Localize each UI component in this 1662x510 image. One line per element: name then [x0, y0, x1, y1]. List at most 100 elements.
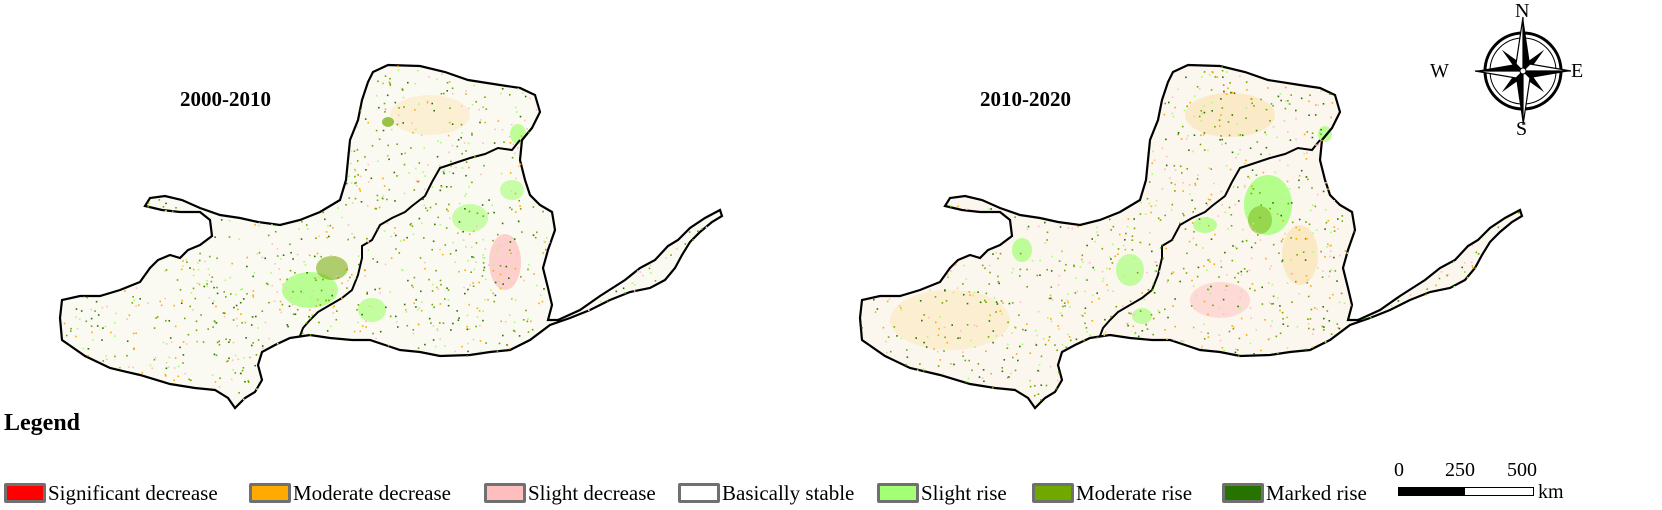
- speckle-pixel: [270, 272, 272, 274]
- speckle-pixel: [1471, 265, 1474, 267]
- speckle-pixel: [1012, 267, 1015, 270]
- speckle-pixel: [1232, 245, 1234, 247]
- speckle-pixel: [1165, 164, 1168, 167]
- speckle-pixel: [1211, 101, 1214, 104]
- speckle-pixel: [1264, 319, 1266, 321]
- speckle-pixel: [1220, 190, 1223, 193]
- speckle-pixel: [947, 274, 949, 276]
- speckle-pixel: [450, 329, 452, 331]
- speckle-pixel: [443, 169, 445, 171]
- speckle-pixel: [367, 249, 370, 252]
- speckle-pixel: [1210, 193, 1213, 196]
- speckle-pixel: [1139, 310, 1142, 312]
- speckle-pixel: [192, 274, 195, 277]
- speckle-pixel: [472, 230, 475, 233]
- speckle-pixel: [962, 283, 964, 285]
- speckle-pixel: [433, 306, 435, 309]
- speckle-pixel: [1125, 232, 1127, 235]
- speckle-pixel: [1329, 93, 1331, 95]
- speckle-pixel: [1123, 274, 1126, 277]
- speckle-pixel: [424, 261, 426, 264]
- speckle-pixel: [1212, 304, 1214, 307]
- compass-icon: [1474, 16, 1572, 126]
- speckle-pixel: [921, 319, 923, 322]
- speckle-pixel: [1151, 173, 1154, 175]
- speckle-pixel: [517, 220, 520, 223]
- speckle-pixel: [106, 305, 108, 308]
- speckle-pixel: [1221, 138, 1223, 141]
- speckle-pixel: [441, 73, 443, 76]
- compass-label-s: S: [1516, 118, 1528, 140]
- speckle-pixel: [938, 327, 940, 330]
- speckle-pixel: [615, 290, 618, 293]
- speckle-pixel: [452, 172, 455, 175]
- speckle-pixel: [465, 90, 467, 92]
- speckle-pixel: [287, 325, 289, 328]
- speckle-pixel: [482, 215, 485, 217]
- speckle-pixel: [898, 305, 901, 307]
- speckle-pixel: [396, 175, 398, 177]
- speckle-pixel: [94, 310, 96, 312]
- compass-label-n: N: [1515, 0, 1530, 22]
- speckle-pixel: [1245, 81, 1248, 83]
- speckle-pixel: [1290, 259, 1292, 261]
- speckle-pixel: [390, 235, 393, 238]
- speckle-pixel: [246, 265, 248, 268]
- speckle-pixel: [418, 103, 420, 105]
- speckle-pixel: [1151, 162, 1153, 165]
- speckle-pixel: [90, 317, 93, 320]
- speckle-pixel: [445, 186, 448, 188]
- speckle-pixel: [1238, 200, 1240, 202]
- speckle-pixel: [411, 225, 414, 227]
- speckle-pixel: [512, 143, 515, 146]
- speckle-pixel: [1188, 149, 1190, 151]
- speckle-pixel: [238, 392, 240, 394]
- speckle-pixel: [1213, 263, 1216, 265]
- speckle-pixel: [1471, 244, 1474, 247]
- speckle-pixel: [1165, 138, 1167, 141]
- speckle-pixel: [1256, 141, 1259, 143]
- speckle-pixel: [1054, 344, 1056, 346]
- speckle-pixel: [249, 356, 251, 359]
- speckle-pixel: [1279, 332, 1282, 335]
- speckle-pixel: [1131, 249, 1134, 251]
- speckle-pixel: [1183, 214, 1185, 217]
- speckle-pixel: [1102, 277, 1105, 280]
- speckle-pixel: [358, 188, 361, 190]
- speckle-pixel: [1253, 353, 1255, 355]
- speckle-pixel: [301, 332, 304, 335]
- speckle-pixel: [1265, 133, 1268, 136]
- speckle-pixel: [1326, 246, 1328, 248]
- speckle-pixel: [1324, 208, 1327, 211]
- speckle-pixel: [1304, 238, 1307, 240]
- speckle-pixel: [1075, 338, 1078, 341]
- speckle-pixel: [510, 252, 512, 254]
- speckle-pixel: [361, 325, 364, 327]
- speckle-pixel: [1305, 275, 1308, 277]
- speckle-pixel: [1243, 268, 1246, 270]
- speckle-pixel: [962, 355, 964, 357]
- speckle-pixel: [968, 359, 970, 362]
- speckle-pixel: [367, 241, 370, 243]
- legend-label: Moderate rise: [1076, 480, 1193, 505]
- speckle-pixel: [229, 276, 231, 279]
- speckle-pixel: [95, 300, 98, 303]
- speckle-pixel: [665, 257, 667, 259]
- speckle-pixel: [243, 357, 245, 359]
- speckle-pixel: [588, 309, 590, 311]
- speckle-pixel: [305, 322, 308, 324]
- speckle-pixel: [1227, 227, 1229, 230]
- speckle-pixel: [354, 277, 357, 280]
- speckle-pixel: [271, 243, 274, 245]
- speckle-pixel: [1240, 290, 1243, 293]
- speckle-pixel: [1148, 243, 1151, 246]
- speckle-pixel: [246, 293, 248, 295]
- speckle-pixel: [429, 206, 432, 209]
- speckle-pixel: [1231, 91, 1234, 94]
- speckle-pixel: [1051, 299, 1054, 301]
- speckle-pixel: [254, 223, 256, 226]
- speckle-pixel: [354, 170, 357, 172]
- speckle-pixel: [1235, 247, 1238, 250]
- speckle-pixel: [1192, 237, 1195, 240]
- speckle-pixel: [349, 276, 351, 279]
